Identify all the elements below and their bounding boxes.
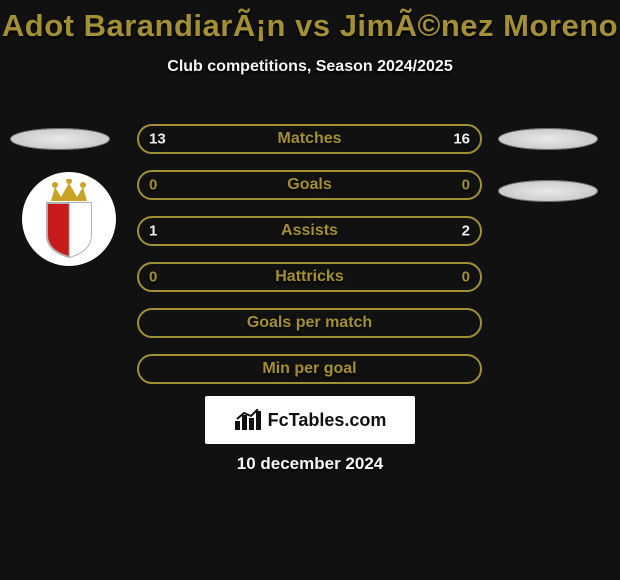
- footer-brand-prefix: Fc: [268, 410, 289, 430]
- stat-label: Hattricks: [275, 268, 343, 286]
- player-right-club-avatar: [498, 180, 598, 202]
- stat-bar: Goals per match: [137, 308, 482, 338]
- stat-value-left: 13: [149, 131, 166, 148]
- player-left-club-badge: [22, 172, 116, 266]
- footer-brand: FcTables.com: [205, 396, 415, 444]
- stat-bar: 13 Matches 16: [137, 124, 482, 154]
- stat-label: Min per goal: [262, 360, 356, 378]
- page-subtitle: Club competitions, Season 2024/2025: [0, 58, 620, 76]
- stat-label: Matches: [277, 130, 341, 148]
- player-left-avatar: [10, 128, 110, 150]
- stat-label: Goals: [287, 176, 331, 194]
- page-title: Adot BarandiarÃ¡n vs JimÃ©nez Moreno: [0, 0, 620, 44]
- stats-bars: 13 Matches 16 0 Goals 0 1 Assists 2 0 Hattricks 0 Go…: [137, 124, 482, 400]
- stat-value-left: 0: [149, 269, 157, 286]
- footer-brand-suffix: Tables.com: [289, 410, 387, 430]
- stat-bar: Min per goal: [137, 354, 482, 384]
- bars-chart-icon: [234, 409, 262, 431]
- stat-value-left: 0: [149, 177, 157, 194]
- footer-date: 10 december 2024: [0, 454, 620, 474]
- club-crest-icon: [39, 179, 99, 259]
- stat-value-right: 0: [462, 177, 470, 194]
- footer-brand-text: FcTables.com: [268, 410, 387, 431]
- stat-value-left: 1: [149, 223, 157, 240]
- stat-value-right: 16: [453, 131, 470, 148]
- stat-bar: 0 Goals 0: [137, 170, 482, 200]
- stat-bar: 1 Assists 2: [137, 216, 482, 246]
- player-right-avatar: [498, 128, 598, 150]
- stat-value-right: 0: [462, 269, 470, 286]
- stat-label: Assists: [281, 222, 338, 240]
- stat-bar: 0 Hattricks 0: [137, 262, 482, 292]
- stat-label: Goals per match: [247, 314, 372, 332]
- stat-value-right: 2: [462, 223, 470, 240]
